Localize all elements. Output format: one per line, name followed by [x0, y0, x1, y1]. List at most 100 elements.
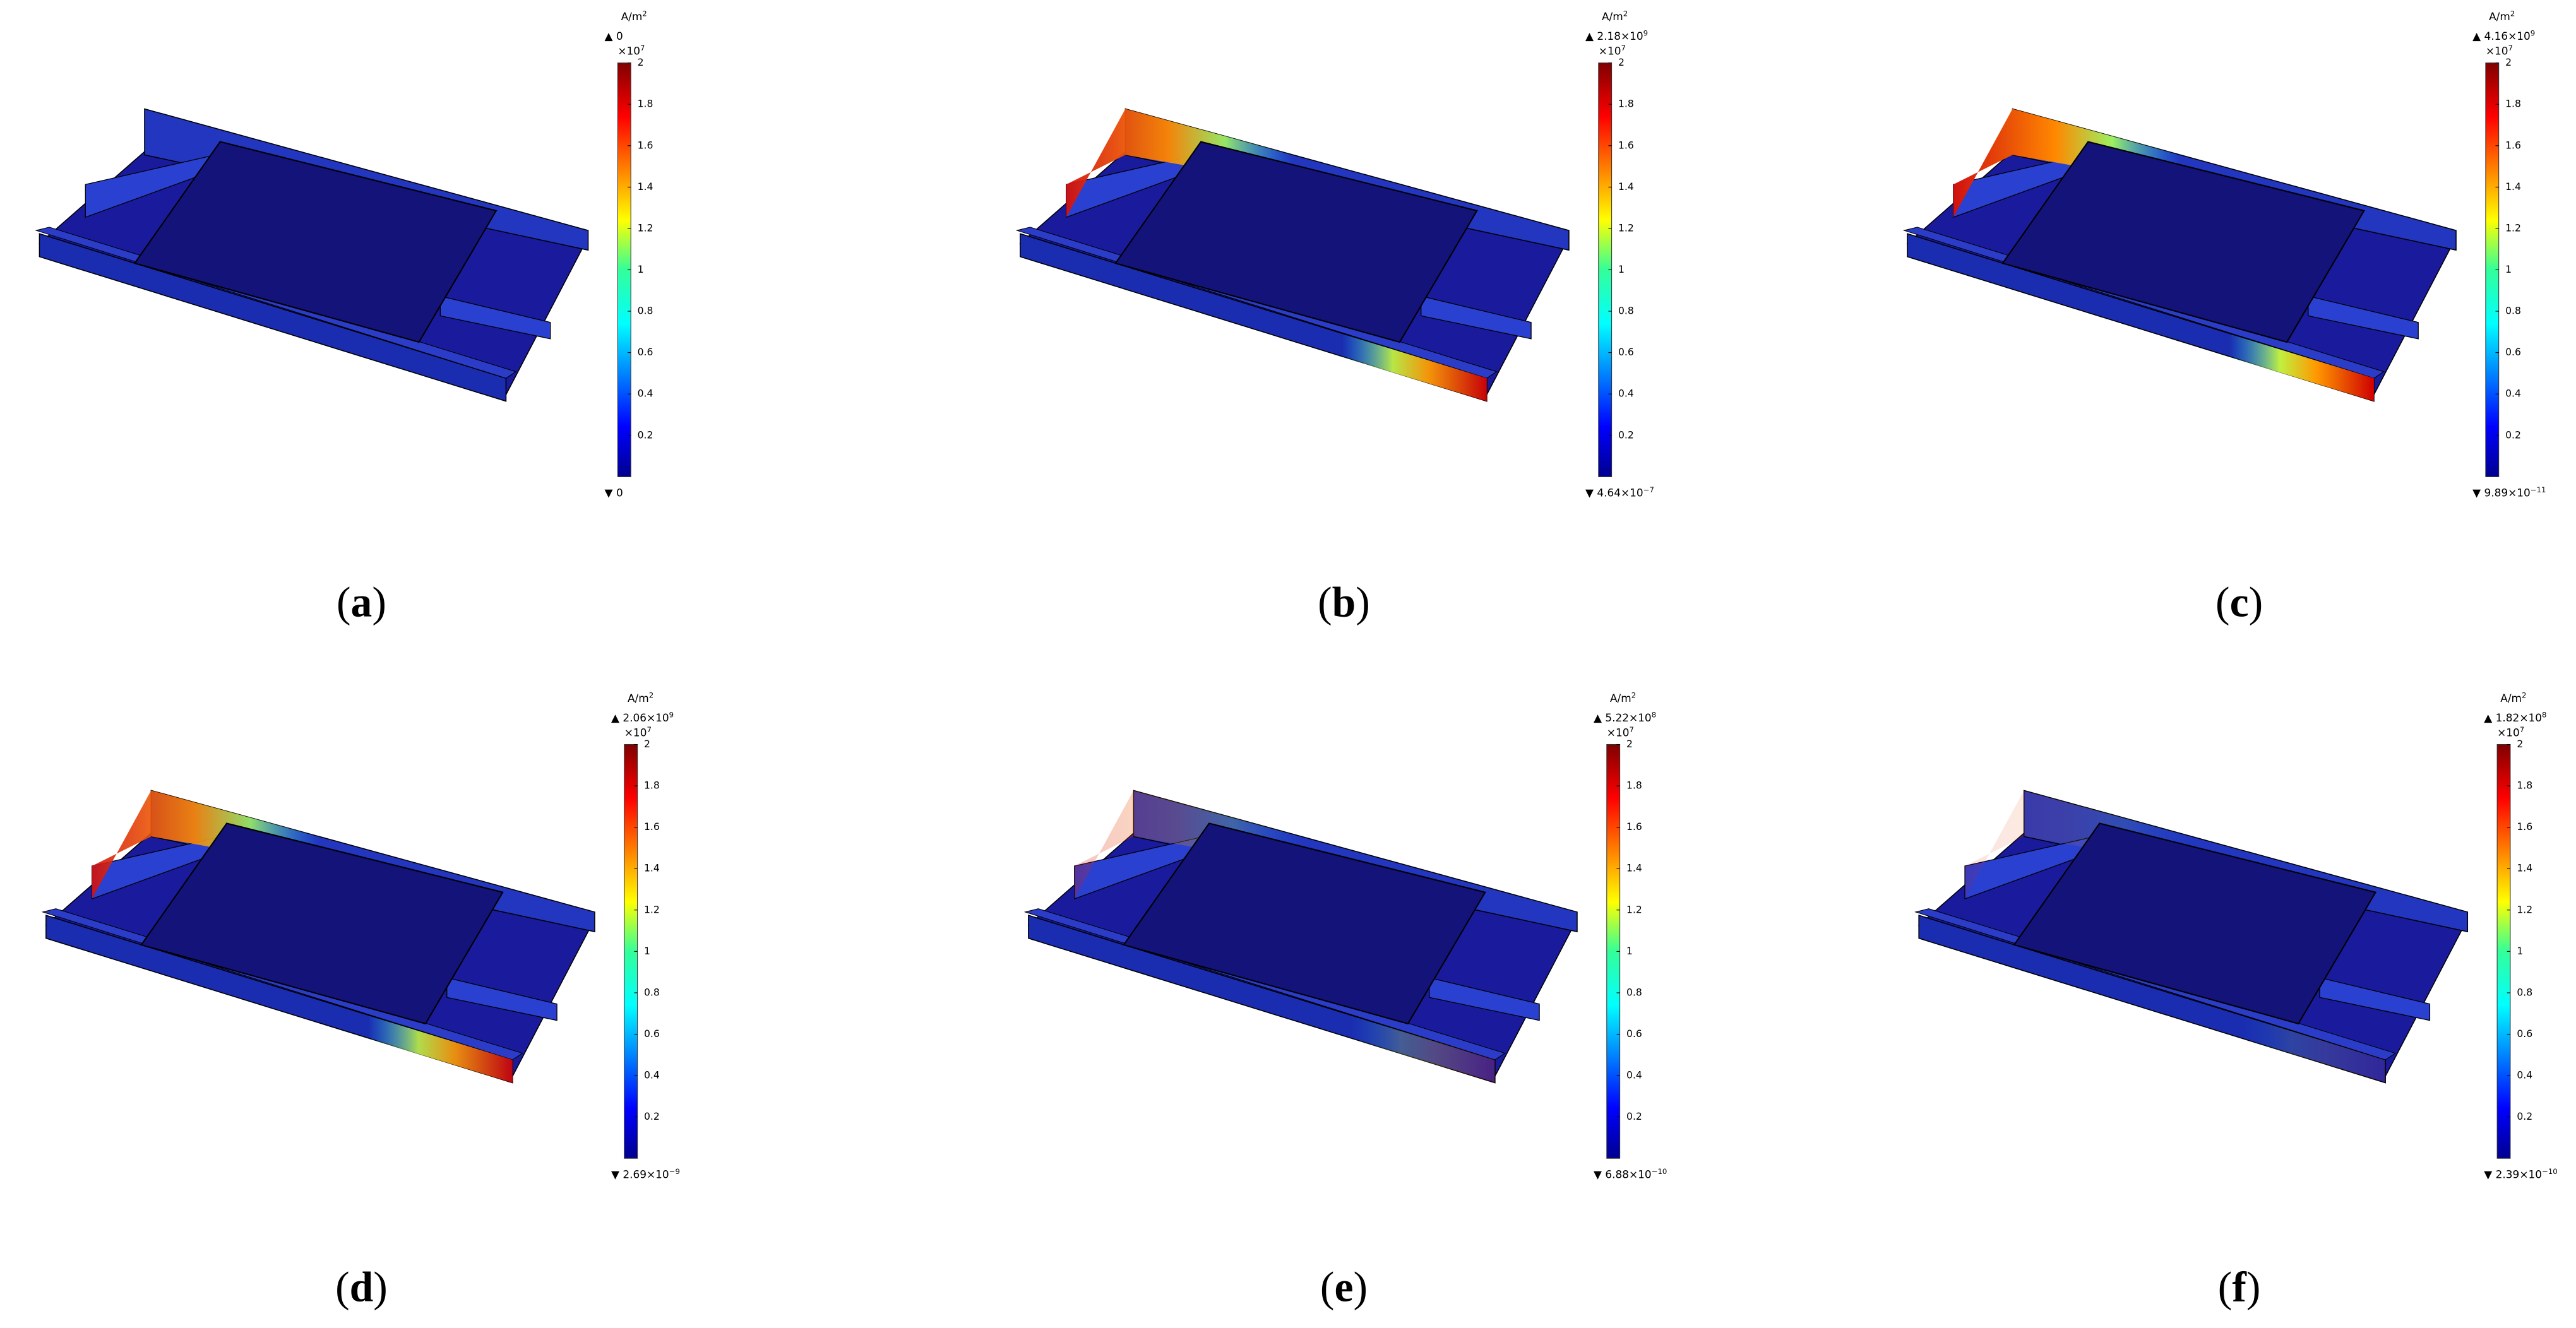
text-exponent: 7	[640, 44, 645, 52]
colorbar-tick-label: 0.8	[2505, 305, 2521, 317]
text-exponent: −11	[2531, 485, 2546, 494]
min-label: ▼ 2.69×10−9	[611, 1167, 680, 1181]
colorbar-tick-label: 0.8	[2517, 987, 2532, 998]
heat-right	[2241, 1015, 2386, 1083]
center-plate	[2013, 822, 2377, 1025]
min-marker: ▼	[1585, 487, 1597, 499]
max-label: ▲ 0	[605, 30, 623, 42]
min-label: ▼ 6.88×10−10	[1594, 1167, 1667, 1181]
text-base: 2.06×10	[623, 711, 669, 724]
heat-left	[1066, 109, 1293, 218]
panel: 21.81.61.41.210.80.60.40.2A/m2▲ 0×107▼ 0	[35, 9, 653, 499]
center-plate	[2001, 141, 2365, 343]
multiplier-label: ×107	[2497, 725, 2524, 739]
paren: )	[2249, 579, 2263, 626]
max-label: ▲ 1.82×108	[2484, 711, 2546, 725]
panel-letter: d	[350, 1264, 374, 1311]
heat-left	[1953, 109, 2180, 218]
colorbar-tick-label: 2	[638, 57, 644, 68]
text-exponent: 9	[669, 711, 674, 720]
unit-label: A/m2	[621, 9, 647, 23]
colorbar-tick-label: 0.4	[2517, 1070, 2532, 1081]
colorbar-tick-label: 1.6	[2505, 139, 2521, 151]
min-label: ▼ 2.39×10−10	[2484, 1167, 2557, 1181]
colorbar-tick-label: 0.2	[1618, 429, 1634, 441]
heat-right	[1342, 333, 1487, 401]
text-exponent: −10	[1652, 1167, 1667, 1176]
unit-label: A/m2	[628, 691, 653, 704]
heat-left	[92, 790, 319, 899]
max-label: ▲ 2.06×109	[611, 711, 674, 725]
panel: 21.81.61.41.210.80.60.40.2A/m2▲ 2.18×109…	[1015, 9, 1654, 499]
colorbar-tick-label: 0.8	[644, 987, 660, 998]
colorbar-tick-label: 1.6	[1618, 139, 1634, 151]
colorbar-tick-label: 1	[1626, 946, 1633, 957]
right-rib	[1429, 977, 1540, 1021]
text-base: ×10	[1599, 45, 1621, 57]
panel-letter: f	[2232, 1264, 2247, 1311]
text-base: 2.39×10	[2496, 1168, 2542, 1180]
text-exponent: 9	[1643, 29, 1648, 38]
panel-letter: a	[351, 579, 373, 626]
center-plate	[1123, 822, 1486, 1025]
text-base: 6.88×10	[1605, 1168, 1651, 1180]
multiplier-label: ×107	[2486, 44, 2513, 57]
colorbar-tick-label: 1.6	[638, 139, 653, 151]
paren: (	[2215, 579, 2230, 626]
right-rib	[439, 295, 551, 340]
text-base: ×10	[2497, 726, 2520, 738]
panel-label: (e)	[1320, 1264, 1368, 1311]
colorbar-tick-label: 1.4	[1618, 181, 1634, 193]
colorbar-tick-label: 2	[644, 738, 650, 750]
text-base: 4.16×10	[2484, 30, 2530, 42]
colorbar-tick-label: 2	[1618, 57, 1625, 68]
colorbar-tick-label: 1.4	[2505, 181, 2521, 193]
multiplier-label: ×107	[617, 44, 645, 57]
colorbar-tick-label: 1.2	[2505, 222, 2521, 234]
min-label: ▼ 0	[605, 487, 623, 499]
text-base: 4.64×10	[1597, 487, 1643, 499]
heat-right	[1350, 1015, 1495, 1083]
paren: )	[2246, 1264, 2261, 1311]
panel-label: (c)	[2215, 579, 2263, 626]
unit-label: A/m2	[2489, 9, 2515, 23]
colorbar-tick-label: 1	[644, 946, 650, 957]
panel-label: (a)	[337, 579, 386, 626]
panel-letter: c	[2230, 579, 2249, 626]
colorbar-tick-label: 1.6	[2517, 821, 2532, 833]
paren: (	[1320, 1264, 1335, 1311]
text-exponent: 7	[2508, 44, 2513, 52]
center-plate	[140, 822, 504, 1025]
text-exponent: 2	[1623, 9, 1628, 18]
multiplier-label: ×107	[624, 725, 652, 739]
colorbar-tick-label: 1.4	[1626, 863, 1642, 874]
colorbar-tick-label: 0.6	[644, 1028, 660, 1040]
unit-label: A/m2	[1610, 691, 1636, 704]
panel-label: (f)	[2218, 1264, 2261, 1311]
min-marker: ▼	[611, 1168, 623, 1180]
colorbar-tick-label: 1.6	[644, 821, 660, 833]
text-base: A/m	[2500, 692, 2522, 704]
text-base: A/m	[621, 10, 643, 23]
colorbar-tick-label: 0.6	[2517, 1028, 2532, 1040]
paren: (	[2218, 1264, 2233, 1311]
min-label: ▼ 4.64×10−7	[1585, 485, 1654, 499]
text-base: 0	[616, 487, 623, 499]
panel-letter: b	[1332, 579, 1356, 626]
panel: 21.81.61.41.210.80.60.40.2A/m2▲ 4.16×109…	[1902, 9, 2546, 499]
panel-label: (b)	[1318, 579, 1370, 626]
center-plate	[1114, 141, 1478, 343]
text-exponent: 9	[2531, 29, 2535, 38]
text-base: A/m	[1610, 692, 1631, 704]
colorbar-tick-label: 1.2	[638, 222, 653, 234]
colorbar-tick-label: 0.8	[638, 305, 653, 317]
colorbar-tick-label: 0.2	[2517, 1111, 2532, 1122]
front-rail	[39, 233, 507, 402]
max-marker: ▲	[611, 711, 623, 724]
heat-right	[2229, 333, 2374, 401]
colorbar-tick-label: 0.6	[638, 347, 653, 358]
colorbar-tick-label: 0.2	[638, 429, 653, 441]
colorbar-tick-label: 0.8	[1626, 987, 1642, 998]
min-label: ▼ 9.89×10−11	[2472, 485, 2546, 499]
text-exponent: 7	[1629, 725, 1633, 734]
